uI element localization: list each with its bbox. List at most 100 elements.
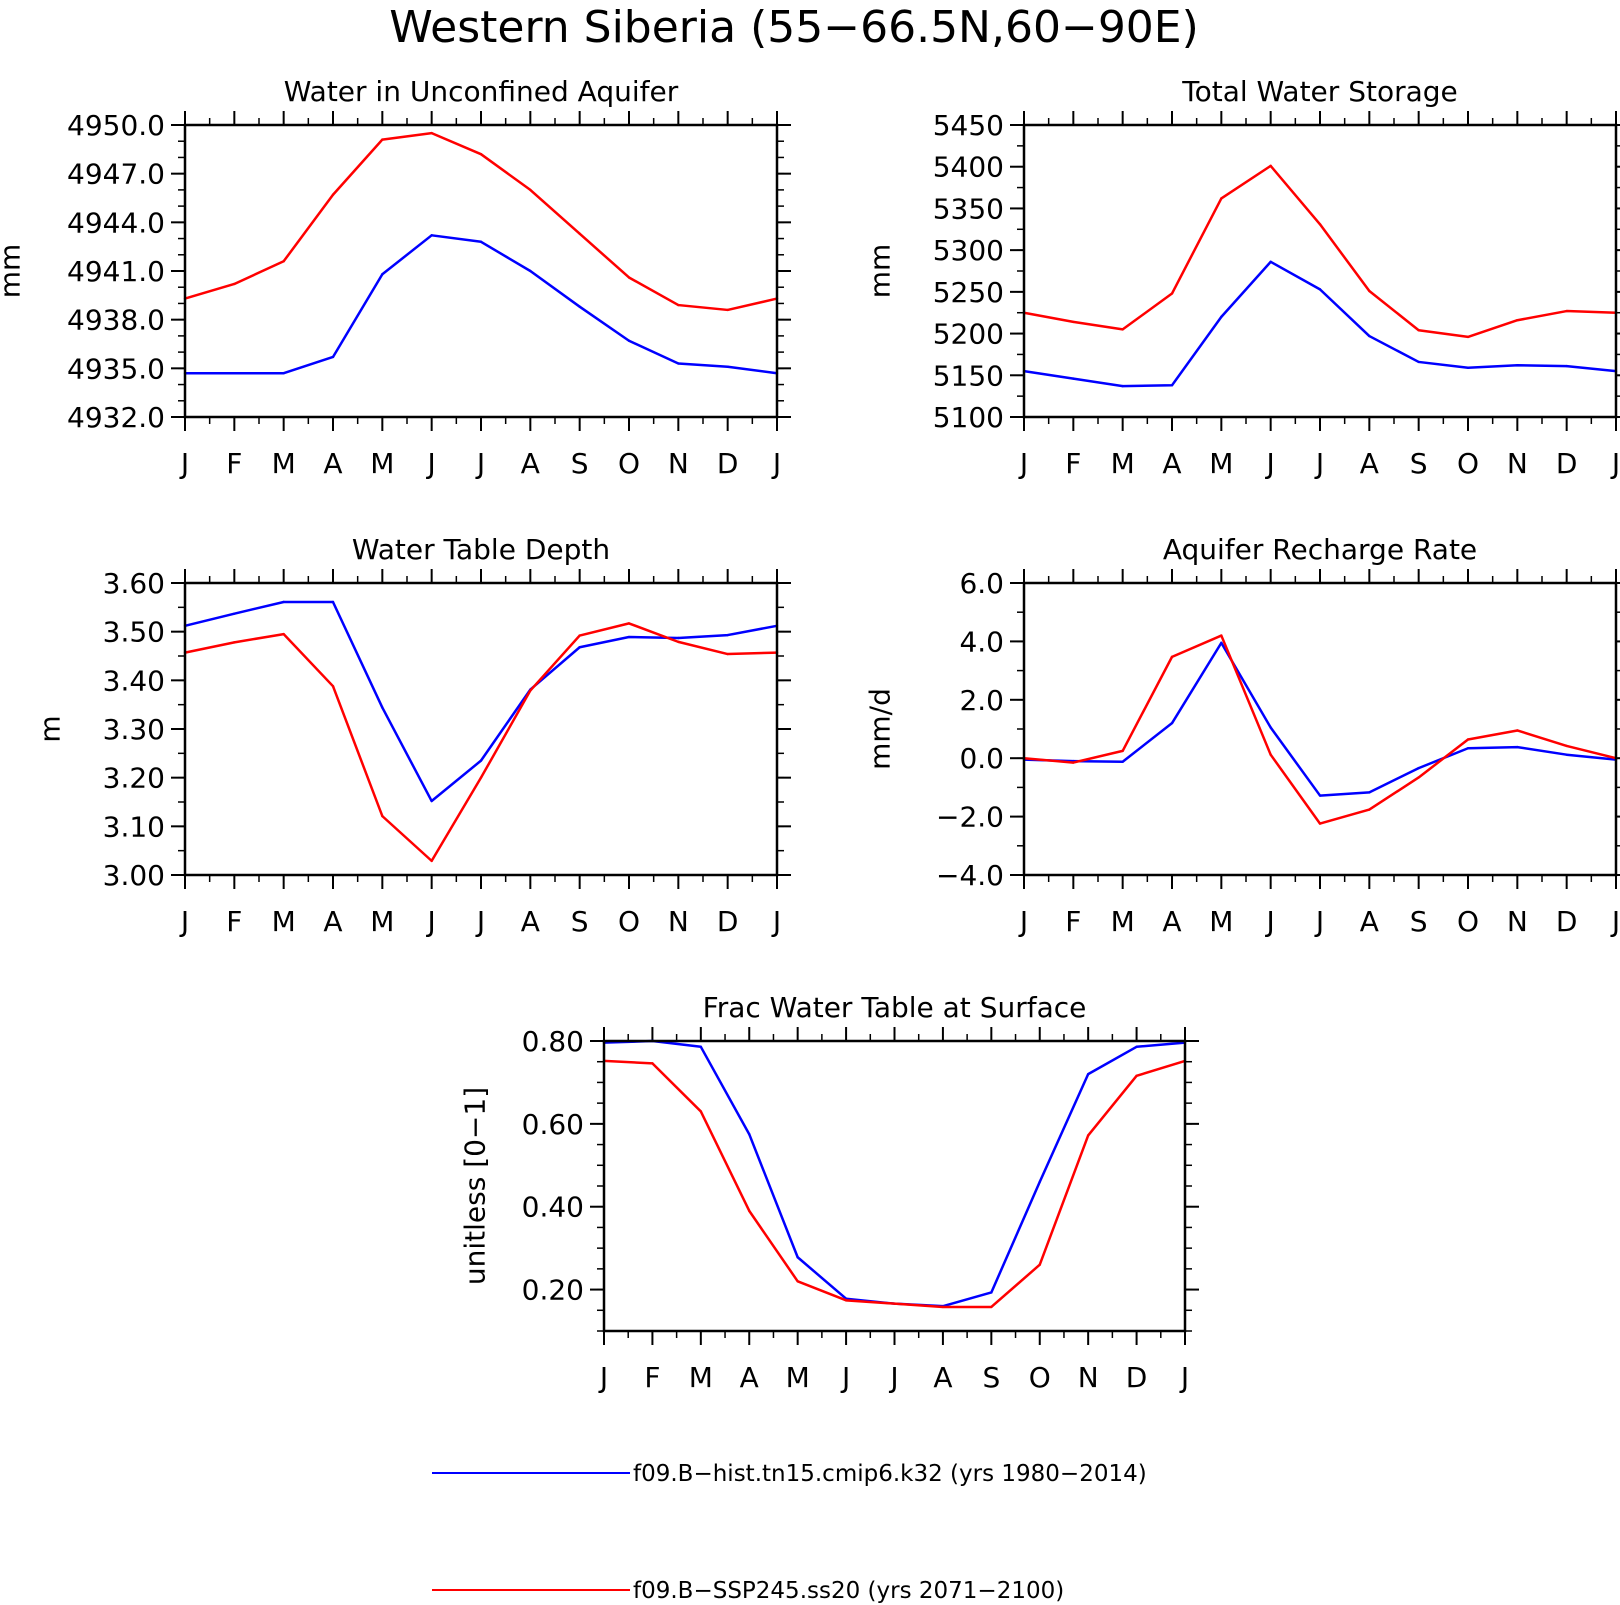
data-point <box>1269 753 1272 756</box>
data-point <box>1170 655 1174 659</box>
y-tick-label: 3.40 <box>103 664 165 697</box>
y-tick-label: 5450 <box>933 109 1004 142</box>
data-point <box>941 1305 945 1309</box>
y-tick-label: 3.10 <box>103 810 165 843</box>
data-point <box>1121 328 1124 331</box>
x-tick-label: J <box>1018 905 1028 938</box>
x-tick-label: D <box>1556 905 1578 938</box>
data-point <box>1086 1134 1090 1137</box>
series-line-f09-b-hist-tn15-cmip6-k32-yrs-1980-2014 <box>1023 641 1617 797</box>
data-point <box>1086 1072 1090 1076</box>
data-point <box>529 188 532 192</box>
y-tick-label: 4947.0 <box>67 158 165 191</box>
series-line-f09-b-ssp245-ss20-yrs-2071-2100 <box>184 622 778 863</box>
data-point <box>1466 366 1470 369</box>
data-point <box>282 632 285 636</box>
data-point <box>233 372 236 375</box>
chart-title: Frac Water Table at Surface <box>703 991 1087 1024</box>
data-point <box>1417 360 1420 364</box>
data-point <box>430 799 433 803</box>
data-point <box>1135 1045 1138 1049</box>
data-point <box>1565 753 1568 756</box>
x-tick-label: J <box>475 905 485 938</box>
data-point <box>1368 289 1371 293</box>
x-tick-label: F <box>1065 447 1081 480</box>
y-tick-label: 5100 <box>933 401 1004 434</box>
data-point <box>1516 745 1519 749</box>
data-point <box>726 365 729 368</box>
y-tick-label: 5300 <box>933 234 1004 267</box>
x-tick-label: O <box>618 905 640 938</box>
panel-frac-water-table-at-surface: Frac Water Table at Surface unitless [0−1… <box>459 991 1199 1394</box>
x-tick-label: J <box>179 447 189 480</box>
figure-title: Western Siberia (55−66.5N,60−90E) <box>389 2 1199 53</box>
x-tick-label: J <box>771 905 781 938</box>
x-tick-label: M <box>1111 447 1135 480</box>
data-point <box>1516 364 1519 367</box>
data-point <box>1121 760 1124 763</box>
data-point <box>1466 747 1470 750</box>
y-tick-label: 5150 <box>933 359 1004 392</box>
x-tick-label: D <box>1556 447 1578 480</box>
plot-frame <box>183 123 779 419</box>
data-point <box>1135 1074 1138 1078</box>
data-point <box>1072 377 1075 380</box>
x-tick-label: J <box>179 905 189 938</box>
y-axis-label: unitless [0−1] <box>459 1087 492 1285</box>
data-point <box>1565 364 1568 368</box>
data-point <box>1220 315 1223 319</box>
series-line-f09-b-ssp245-ss20-yrs-2071-2100 <box>184 131 778 312</box>
data-point <box>627 276 631 279</box>
data-point <box>1368 334 1371 338</box>
legend-label-ssp245: f09.B−SSP245.ss20 (yrs 2071−2100) <box>633 1578 1064 1604</box>
data-point <box>578 305 581 308</box>
data-point <box>1269 164 1272 168</box>
y-axis-label: m <box>34 715 67 742</box>
y-tick-label: 3.50 <box>103 616 165 649</box>
x-tick-label: N <box>668 447 689 480</box>
x-tick-label: A <box>1360 905 1379 938</box>
data-point <box>677 362 680 365</box>
series-line-f09-b-hist-tn15-cmip6-k32-yrs-1980-2014 <box>185 234 778 375</box>
data-point <box>282 600 285 604</box>
x-tick-label: A <box>323 905 342 938</box>
y-tick-label: 6.0 <box>959 567 1004 600</box>
data-point <box>1220 197 1223 200</box>
data-point <box>282 260 285 263</box>
data-point <box>331 684 335 688</box>
y-tick-label: −4.0 <box>936 859 1004 892</box>
y-tick-label: 3.60 <box>103 567 165 600</box>
data-point <box>1565 744 1568 748</box>
data-point <box>578 646 581 649</box>
x-tick-label: M <box>272 905 296 938</box>
x-tick-label: J <box>1018 447 1028 480</box>
data-point <box>677 640 680 644</box>
x-tick-label: A <box>1162 447 1181 480</box>
y-tick-label: 5200 <box>933 318 1004 351</box>
x-tick-label: M <box>1111 905 1135 938</box>
data-point <box>627 635 631 639</box>
x-tick-label: D <box>717 447 739 480</box>
data-point <box>1516 319 1519 322</box>
x-tick-label: A <box>323 447 342 480</box>
x-tick-label: J <box>426 447 436 480</box>
data-point <box>1170 292 1174 295</box>
data-point <box>233 641 236 644</box>
x-tick-label: A <box>740 1361 759 1394</box>
x-tick-label: N <box>1507 447 1528 480</box>
y-tick-label: 5350 <box>933 192 1004 225</box>
y-tick-label: 0.0 <box>959 742 1004 775</box>
x-tick-label: J <box>1610 905 1620 938</box>
data-point <box>1072 761 1075 764</box>
x-tick-label: J <box>840 1361 850 1394</box>
data-point <box>233 612 236 615</box>
x-tick-label: F <box>644 1361 660 1394</box>
data-point <box>990 1291 993 1294</box>
data-point <box>331 600 335 604</box>
data-point <box>1220 634 1223 637</box>
data-point <box>381 138 384 141</box>
x-tick-label: A <box>933 1361 952 1394</box>
